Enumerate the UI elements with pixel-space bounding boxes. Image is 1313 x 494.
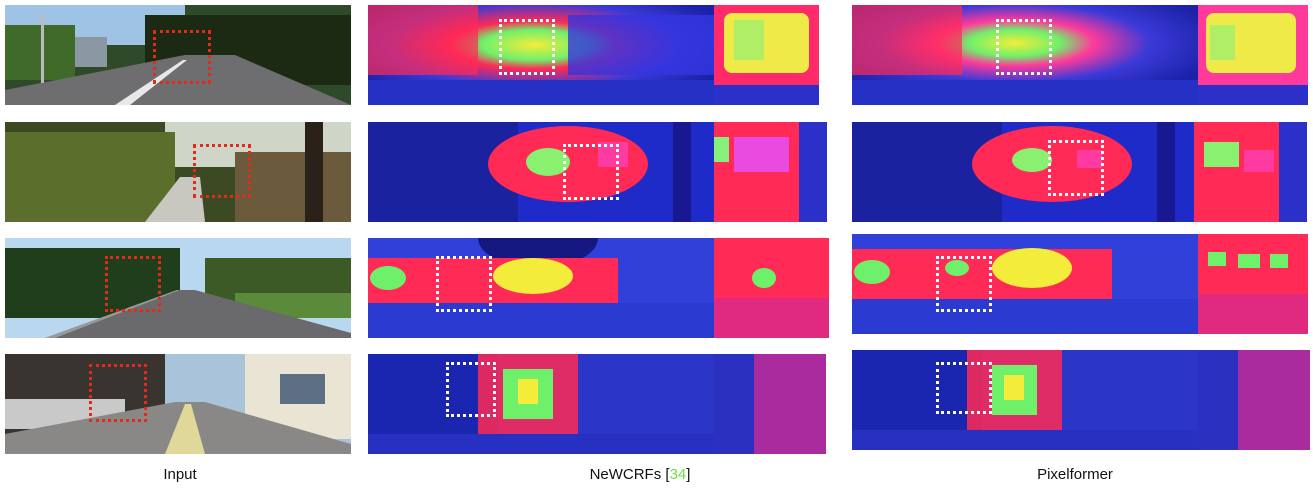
newcrfs-zoom-row-3 xyxy=(714,238,829,338)
input-image-row-3 xyxy=(5,238,351,338)
newcrfs-depth-row-1 xyxy=(368,5,714,105)
method-name: NeWCRFs [ xyxy=(589,466,670,483)
input-image-row-2 xyxy=(5,122,351,222)
pixelformer-zoom-row-2 xyxy=(1194,122,1307,222)
zoom-region-box xyxy=(89,364,147,422)
zoom-region-box xyxy=(1048,140,1104,196)
newcrfs-zoom-row-2 xyxy=(714,122,827,222)
zoom-region-box xyxy=(936,362,992,414)
citation-ref[interactable]: 34 xyxy=(669,466,687,483)
pixelformer-zoom-row-4 xyxy=(1198,350,1310,450)
pixelformer-depth-row-4 xyxy=(852,350,1198,450)
pixelformer-zoom-row-1 xyxy=(1198,5,1308,105)
newcrfs-zoom-row-1 xyxy=(714,5,819,105)
newcrfs-depth-row-2 xyxy=(368,122,714,222)
pixelformer-depth-row-1 xyxy=(852,5,1198,105)
input-image-row-4 xyxy=(5,354,351,454)
zoom-region-box xyxy=(996,19,1052,75)
input-image-row-1 xyxy=(5,5,351,105)
pixelformer-depth-row-2 xyxy=(852,122,1198,222)
zoom-region-box xyxy=(499,19,555,75)
pixelformer-depth-row-3 xyxy=(852,234,1198,334)
zoom-region-box xyxy=(936,256,992,312)
newcrfs-depth-row-3 xyxy=(368,238,714,338)
column-label-pixelformer: Pixelformer xyxy=(1037,466,1113,483)
zoom-region-box xyxy=(446,362,496,417)
column-label-newcrfs: NeWCRFs [34] xyxy=(589,466,691,483)
newcrfs-zoom-row-4 xyxy=(714,354,826,454)
zoom-region-box xyxy=(105,256,161,312)
zoom-region-box xyxy=(153,30,211,84)
newcrfs-depth-row-4 xyxy=(368,354,714,454)
zoom-region-box xyxy=(193,144,251,198)
zoom-region-box xyxy=(563,144,619,200)
zoom-region-box xyxy=(436,256,492,312)
pixelformer-zoom-row-3 xyxy=(1198,234,1308,334)
column-label-input: Input xyxy=(163,466,197,483)
